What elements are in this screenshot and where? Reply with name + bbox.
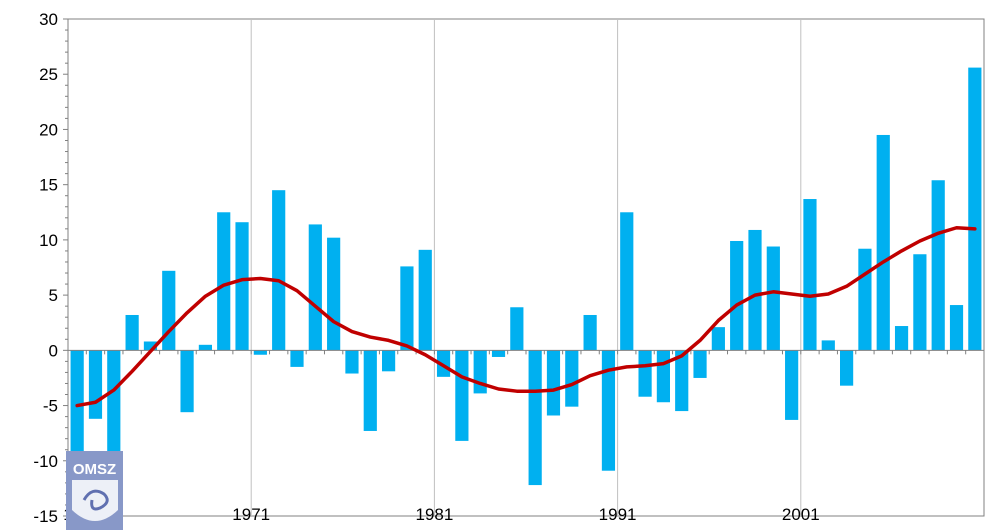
bar [382,350,395,371]
bar [235,222,248,350]
bar [712,327,725,350]
bar [272,190,285,350]
bar [620,212,633,350]
bar [309,224,322,350]
y-tick-label: 0 [49,341,58,360]
bar [748,230,761,350]
logo-text: OMSZ [73,461,116,478]
y-tick-label: 25 [39,65,58,84]
bar [199,345,212,351]
y-tick-label: 5 [49,286,58,305]
bar [529,350,542,485]
bar [877,135,890,350]
bar [968,68,981,351]
bar [419,250,432,351]
x-tick-label: 1991 [599,505,637,524]
bar [950,305,963,350]
bar [89,350,102,418]
y-tick-label: 20 [39,120,58,139]
bar [474,350,487,393]
y-tick-label: 10 [39,231,58,250]
bar [895,326,908,350]
bar [126,315,139,350]
y-tick-label: -5 [43,397,58,416]
bar [693,350,706,378]
bar [584,315,597,350]
bar [217,212,230,350]
omsz-logo: OMSZ [66,451,123,530]
logo-shield [72,480,118,521]
bar [767,247,780,351]
bar [840,350,853,385]
y-tick-label: 30 [39,10,58,29]
bar [803,199,816,350]
bar [932,180,945,350]
bar [730,241,743,350]
bar [254,350,267,354]
bar [364,350,377,431]
bar [492,350,505,357]
bar [510,307,523,350]
bar [565,350,578,406]
bar [180,350,193,412]
y-tick-label: -10 [33,452,58,471]
bar [657,350,670,402]
bar [400,266,413,350]
x-tick-label: 1981 [415,505,453,524]
bar [290,350,303,367]
bar [785,350,798,420]
x-tick-label: 1971 [232,505,270,524]
bar [858,249,871,351]
bar [345,350,358,373]
bar [547,350,560,415]
y-tick-label: -15 [33,507,58,526]
bar [913,254,926,350]
bar [455,350,468,441]
bar [638,350,651,396]
x-tick-label: 2001 [782,505,820,524]
bar [822,340,835,350]
y-tick-label: 15 [39,176,58,195]
bar [327,238,340,351]
